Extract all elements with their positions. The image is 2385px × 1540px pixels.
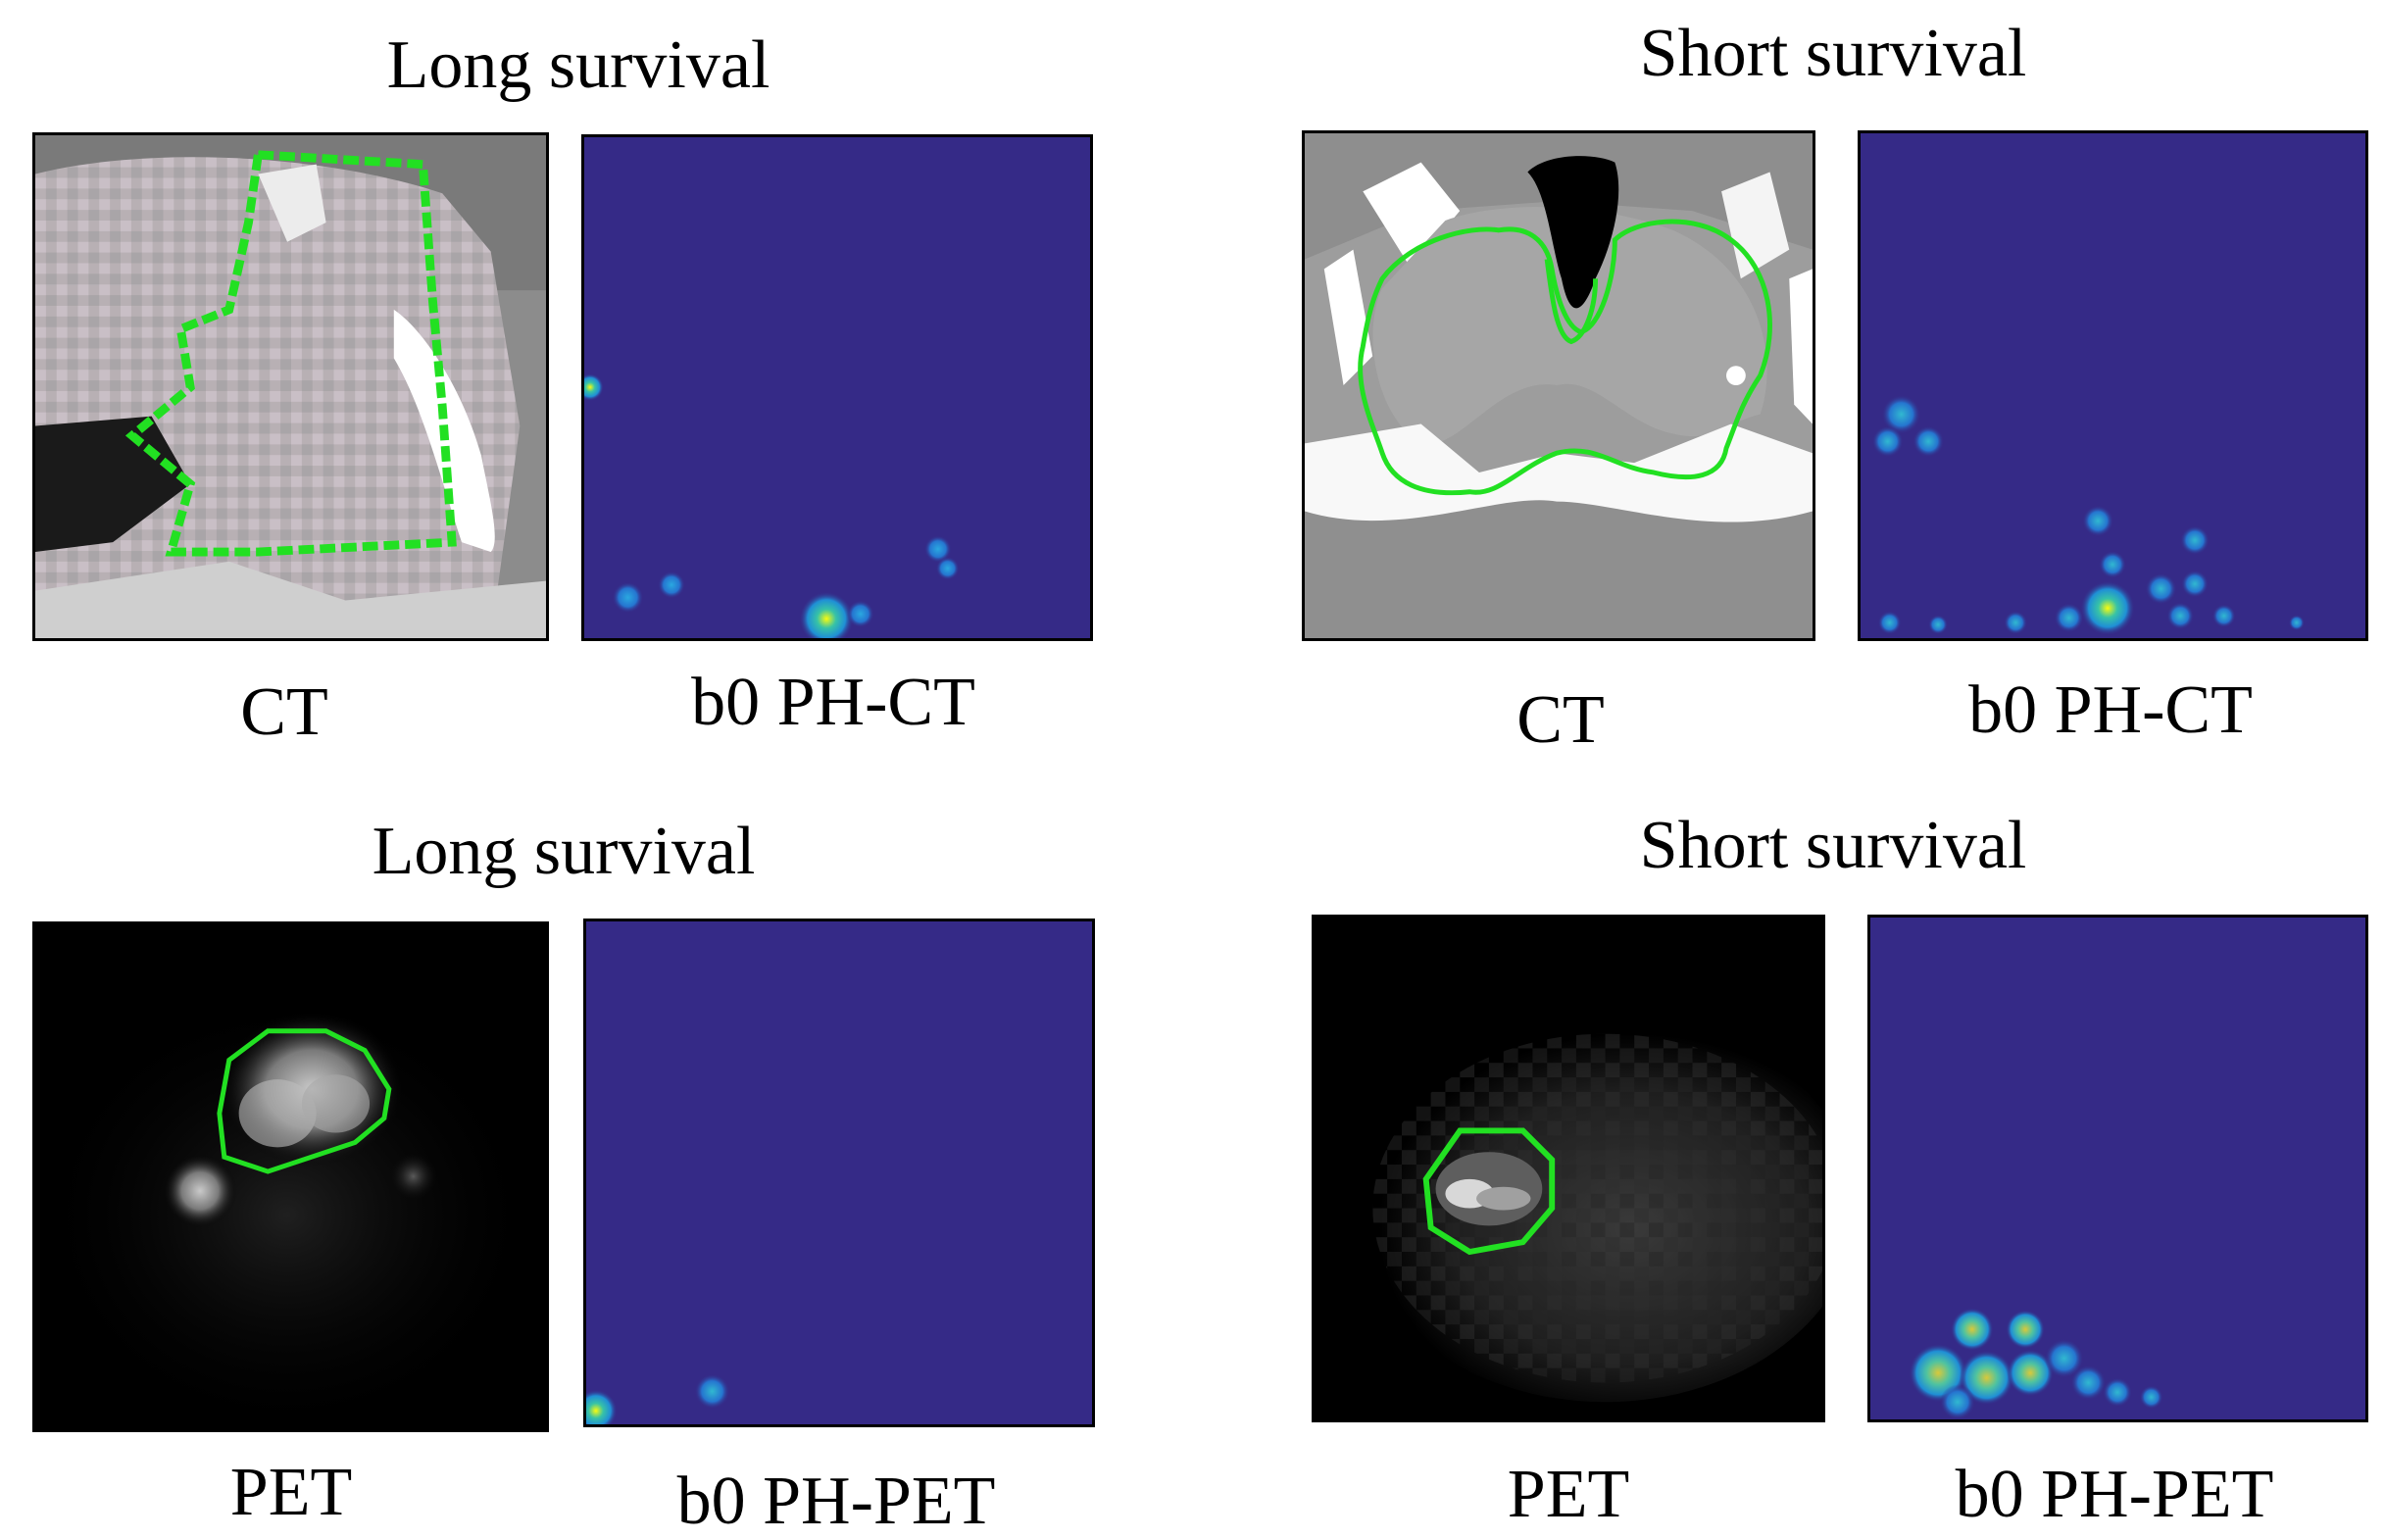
label-pet-short: PET [1507,1457,1630,1532]
heatmap-b0-ph-pet-short [1867,915,2368,1422]
heatmap-b0-ph-ct-long [581,134,1093,641]
label-ct-long: CT [240,674,328,750]
pet-image-short-survival [1312,915,1825,1422]
title-long-survival-ct: Long survival [386,27,770,103]
title-short-survival-pet: Short survival [1639,808,2027,883]
label-b0-ph-pet-long: b0 PH-PET [676,1464,996,1539]
title-long-survival-pet: Long survival [372,814,756,889]
label-b0-ph-pet-short: b0 PH-PET [1955,1457,2274,1532]
label-b0-ph-ct-short: b0 PH-CT [1968,672,2253,748]
label-pet-long: PET [229,1455,353,1530]
ct-image-short-survival [1302,130,1815,641]
pet-image-long-survival [32,921,549,1432]
heatmap-b0-ph-ct-short [1858,130,2368,641]
title-short-survival-ct: Short survival [1639,16,2027,91]
heatmap-b0-ph-pet-long [583,919,1095,1427]
label-b0-ph-ct-long: b0 PH-CT [691,665,975,740]
ct-image-long-survival [32,132,549,641]
label-ct-short: CT [1516,682,1605,758]
